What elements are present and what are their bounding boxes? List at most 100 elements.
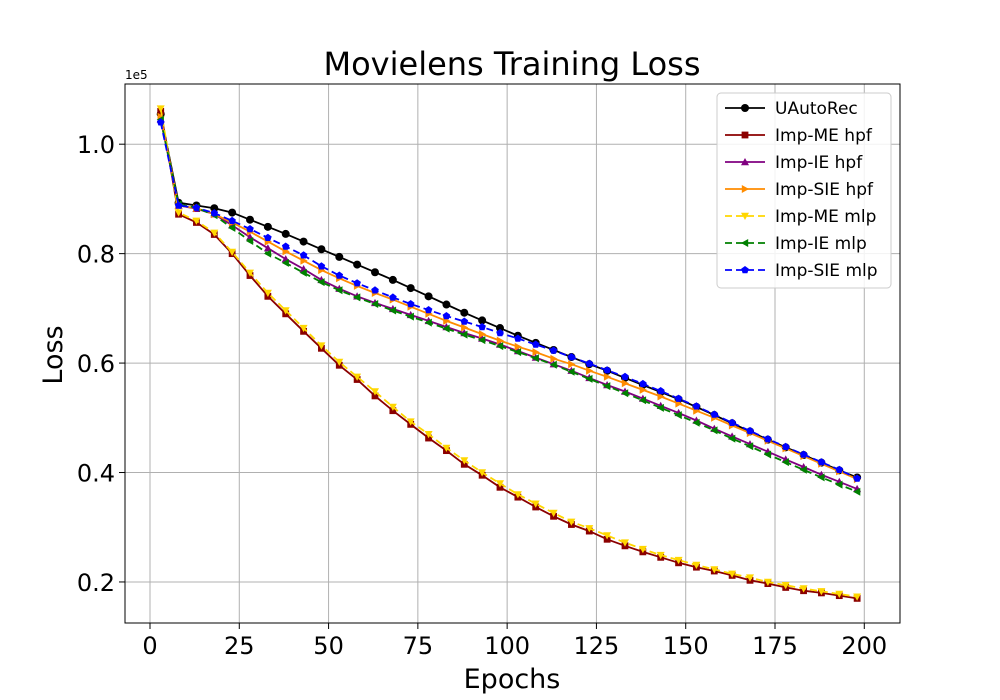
data-point <box>371 388 379 396</box>
data-point <box>228 216 236 224</box>
y-axis-label: Loss <box>38 325 69 384</box>
data-point <box>674 556 683 565</box>
data-point <box>692 418 700 427</box>
data-point <box>406 284 415 293</box>
data-point <box>317 278 325 287</box>
data-point <box>835 465 844 473</box>
x-tick-label: 25 <box>224 632 255 660</box>
data-point <box>746 442 754 451</box>
data-point <box>585 374 593 383</box>
data-point <box>817 588 826 596</box>
data-point <box>496 324 504 333</box>
data-point <box>317 262 326 270</box>
data-point <box>353 373 362 381</box>
data-point <box>603 366 611 374</box>
x-axis: 0 25 50 75 100 125 150 175 200 <box>142 623 887 660</box>
legend-item: Imp-IE mlp <box>725 234 867 254</box>
legend-box <box>716 92 892 289</box>
data-point <box>741 158 749 166</box>
series-path <box>159 111 858 600</box>
y-tick-label: 0.8 <box>77 241 115 269</box>
data-point <box>353 293 361 302</box>
data-point <box>406 312 414 321</box>
data-point <box>835 590 844 598</box>
x-tick-label: 200 <box>841 632 887 660</box>
legend-item: Imp-SIE hpf <box>725 180 874 200</box>
data-point <box>478 469 487 477</box>
data-point <box>442 300 451 309</box>
data-point <box>424 292 433 301</box>
data-point <box>638 396 647 405</box>
data-point <box>741 212 749 220</box>
series-line <box>156 118 861 482</box>
data-point <box>603 532 612 540</box>
data-point <box>424 431 433 439</box>
data-point <box>639 379 647 388</box>
data-point <box>442 324 450 333</box>
data-point <box>281 307 290 315</box>
data-point <box>460 457 469 465</box>
data-point <box>228 208 237 217</box>
plot-frame <box>124 83 901 624</box>
data-point <box>692 561 701 569</box>
data-point <box>692 402 701 410</box>
data-point <box>853 593 862 601</box>
data-point <box>299 237 308 246</box>
data-point <box>567 367 575 376</box>
data-point <box>317 342 326 350</box>
legend-label: Imp-IE hpf <box>775 153 863 173</box>
y-tick-label: 1.0 <box>77 131 115 159</box>
legend-item: Imp-IE hpf <box>725 153 863 173</box>
legend-item: Imp-SIE mlp <box>725 261 878 281</box>
data-point <box>371 286 379 294</box>
series-path <box>159 113 858 479</box>
data-point <box>174 201 183 209</box>
data-point <box>388 306 397 315</box>
data-point <box>496 342 504 351</box>
data-point <box>741 239 749 247</box>
data-point <box>424 318 432 327</box>
data-point <box>853 487 861 496</box>
legend-label: Imp-SIE hpf <box>775 180 874 200</box>
legend-label: UAutoRec <box>775 99 858 119</box>
data-point <box>353 260 362 269</box>
data-point <box>513 348 522 357</box>
x-tick-label: 75 <box>403 632 434 660</box>
legend-label: Imp-ME hpf <box>775 126 873 146</box>
x-tick-label: 175 <box>752 632 798 660</box>
data-point <box>532 348 540 357</box>
data-point <box>263 244 272 252</box>
data-point <box>585 525 594 533</box>
y-tick-label: 0.6 <box>77 350 115 378</box>
data-point <box>156 118 165 126</box>
x-tick-label: 150 <box>663 632 709 660</box>
data-point <box>263 222 272 231</box>
data-point <box>299 324 308 333</box>
data-point <box>621 379 629 388</box>
legend: UAutoRec Imp-ME hpf Imp-IE hpf Imp-SIE hpf I… <box>716 92 892 289</box>
data-point <box>531 500 540 508</box>
data-point <box>460 308 469 317</box>
series-path <box>159 119 858 493</box>
data-point <box>567 353 576 361</box>
data-point <box>585 359 594 367</box>
data-point <box>442 312 451 320</box>
data-point <box>281 258 289 267</box>
data-point <box>388 275 397 284</box>
data-point <box>741 266 749 274</box>
legend-label: Imp-SIE mlp <box>775 261 878 281</box>
data-point <box>781 458 789 467</box>
legend-item: Imp-ME mlp <box>725 207 876 227</box>
data-point <box>763 450 772 459</box>
data-point <box>621 372 629 380</box>
legend-item: Imp-ME hpf <box>725 126 873 146</box>
data-point <box>478 330 487 339</box>
y-tick-label: 0.2 <box>77 569 115 597</box>
data-point <box>817 473 825 482</box>
chart-title: Movielens Training Loss <box>323 45 700 83</box>
data-point <box>389 293 397 301</box>
data-point <box>549 509 558 517</box>
data-point <box>192 203 201 211</box>
data-point <box>228 223 236 232</box>
